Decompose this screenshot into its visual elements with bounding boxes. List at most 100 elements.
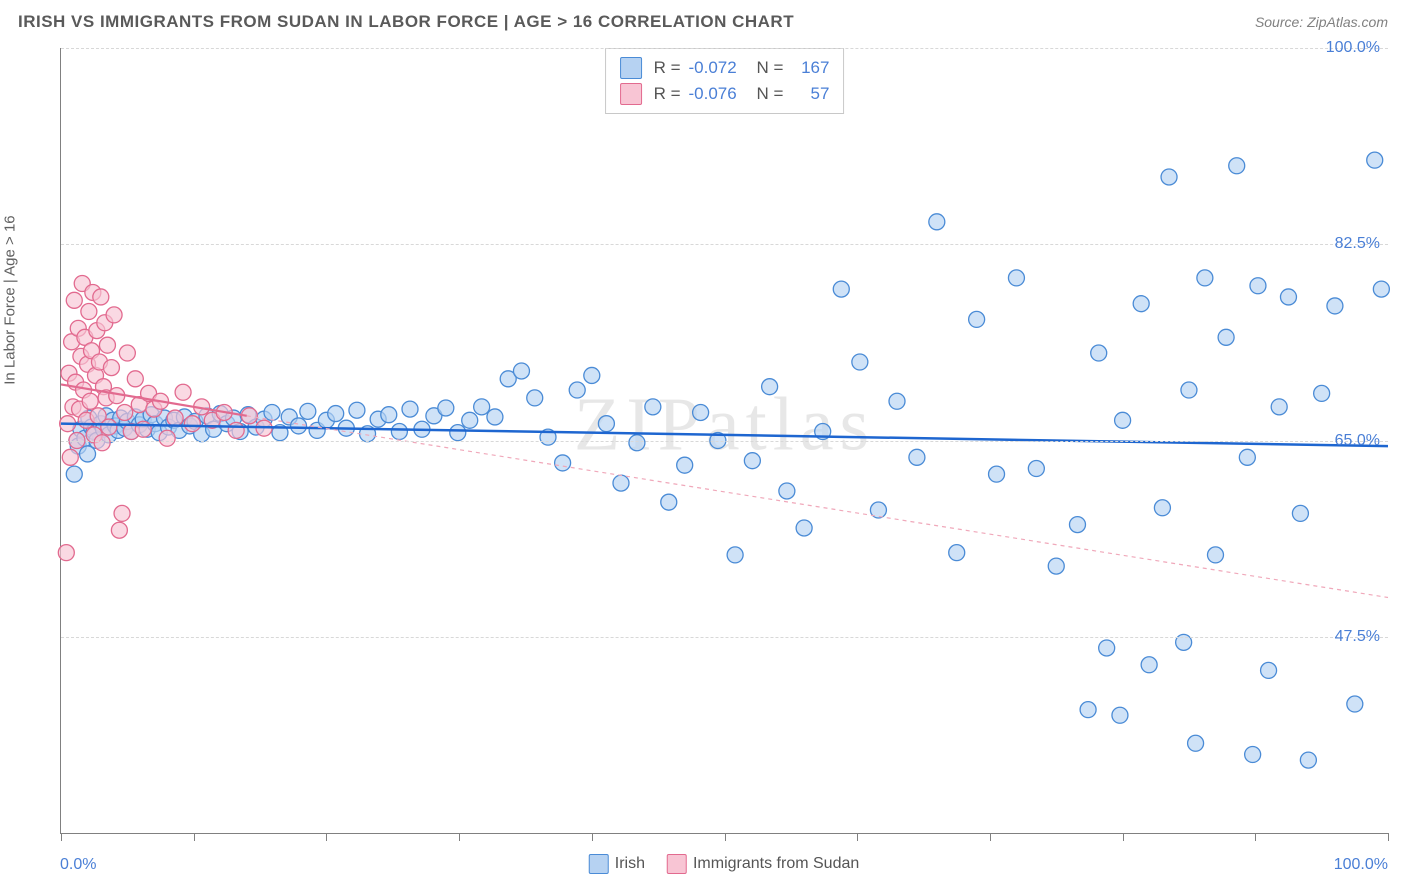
scatter-point	[474, 399, 490, 415]
scatter-point	[103, 360, 119, 376]
scatter-point	[969, 311, 985, 327]
scatter-point	[796, 520, 812, 536]
chart-source: Source: ZipAtlas.com	[1255, 14, 1388, 30]
scatter-point	[291, 418, 307, 434]
legend-item: Irish	[589, 854, 645, 874]
scatter-point	[175, 384, 191, 400]
chart-container: In Labor Force | Age > 16 ZIPatlas R =-0…	[18, 48, 1388, 874]
x-tick	[725, 833, 726, 841]
y-tick-label: 82.5%	[1335, 235, 1380, 253]
scatter-point	[127, 371, 143, 387]
scatter-point	[119, 345, 135, 361]
scatter-point	[1048, 558, 1064, 574]
scatter-point	[114, 505, 130, 521]
scatter-point	[159, 430, 175, 446]
scatter-point	[1280, 289, 1296, 305]
scatter-point	[117, 404, 133, 420]
scatter-point	[300, 403, 316, 419]
stat-r-value: -0.072	[689, 55, 745, 81]
scatter-point	[1229, 158, 1245, 174]
scatter-point	[929, 214, 945, 230]
scatter-point	[450, 425, 466, 441]
scatter-point	[852, 354, 868, 370]
scatter-point	[1250, 278, 1266, 294]
scatter-point	[1218, 329, 1234, 345]
scatter-point	[1197, 270, 1213, 286]
scatter-point	[101, 419, 117, 435]
scatter-point	[1271, 399, 1287, 415]
scatter-point	[584, 367, 600, 383]
x-axis-min-label: 0.0%	[60, 856, 96, 874]
scatter-point	[167, 410, 183, 426]
stat-r-value: -0.076	[689, 81, 745, 107]
scatter-point	[613, 475, 629, 491]
stat-n-value: 167	[791, 55, 829, 81]
x-tick	[990, 833, 991, 841]
scatter-point	[391, 424, 407, 440]
scatter-point	[1115, 412, 1131, 428]
scatter-point	[135, 421, 151, 437]
scatter-point	[569, 382, 585, 398]
scatter-point	[779, 483, 795, 499]
scatter-point	[66, 292, 82, 308]
scatter-point	[487, 409, 503, 425]
scatter-point	[462, 412, 478, 428]
stat-n-label: N =	[757, 81, 784, 107]
scatter-point	[1091, 345, 1107, 361]
scatter-point	[184, 416, 200, 432]
x-tick	[61, 833, 62, 841]
scatter-point	[1028, 461, 1044, 477]
scatter-point	[81, 304, 97, 320]
scatter-point	[264, 404, 280, 420]
scatter-point	[833, 281, 849, 297]
scatter-point	[111, 522, 127, 538]
scatter-point	[889, 393, 905, 409]
scatter-point	[727, 547, 743, 563]
scatter-point	[106, 307, 122, 323]
scatter-point	[513, 363, 529, 379]
scatter-point	[909, 449, 925, 465]
gridline	[61, 441, 1388, 442]
scatter-point	[1069, 517, 1085, 533]
scatter-point	[82, 393, 98, 409]
scatter-point	[1300, 752, 1316, 768]
scatter-point	[1261, 662, 1277, 678]
scatter-point	[1327, 298, 1343, 314]
x-tick	[857, 833, 858, 841]
scatter-point	[1188, 735, 1204, 751]
scatter-point	[989, 466, 1005, 482]
y-tick-label: 47.5%	[1335, 628, 1380, 646]
stats-legend-box: R =-0.072N =167R =-0.076N =57	[605, 48, 845, 114]
legend-swatch	[620, 57, 642, 79]
scatter-point	[677, 457, 693, 473]
scatter-point	[555, 455, 571, 471]
scatter-point	[62, 449, 78, 465]
scatter-point	[527, 390, 543, 406]
x-tick	[194, 833, 195, 841]
scatter-point	[381, 407, 397, 423]
scatter-point	[1347, 696, 1363, 712]
scatter-point	[66, 466, 82, 482]
scatter-point	[93, 289, 109, 305]
stat-r-label: R =	[654, 81, 681, 107]
gridline	[61, 244, 1388, 245]
gridline	[61, 637, 1388, 638]
scatter-point	[949, 545, 965, 561]
scatter-point	[328, 406, 344, 422]
scatter-point	[661, 494, 677, 510]
scatter-point	[1245, 747, 1261, 763]
scatter-point	[1181, 382, 1197, 398]
scatter-point	[80, 446, 96, 462]
y-tick-label: 65.0%	[1335, 432, 1380, 450]
x-axis-max-label: 100.0%	[1334, 856, 1388, 874]
legend-swatch	[589, 854, 609, 874]
legend-swatch	[667, 854, 687, 874]
scatter-point	[744, 453, 760, 469]
scatter-point	[402, 401, 418, 417]
scatter-point	[1080, 702, 1096, 718]
scatter-point	[762, 379, 778, 395]
scatter-point	[1141, 657, 1157, 673]
legend-label: Irish	[615, 855, 645, 873]
x-axis-labels: 0.0% IrishImmigrants from Sudan 100.0%	[60, 848, 1388, 874]
stat-r-label: R =	[654, 55, 681, 81]
